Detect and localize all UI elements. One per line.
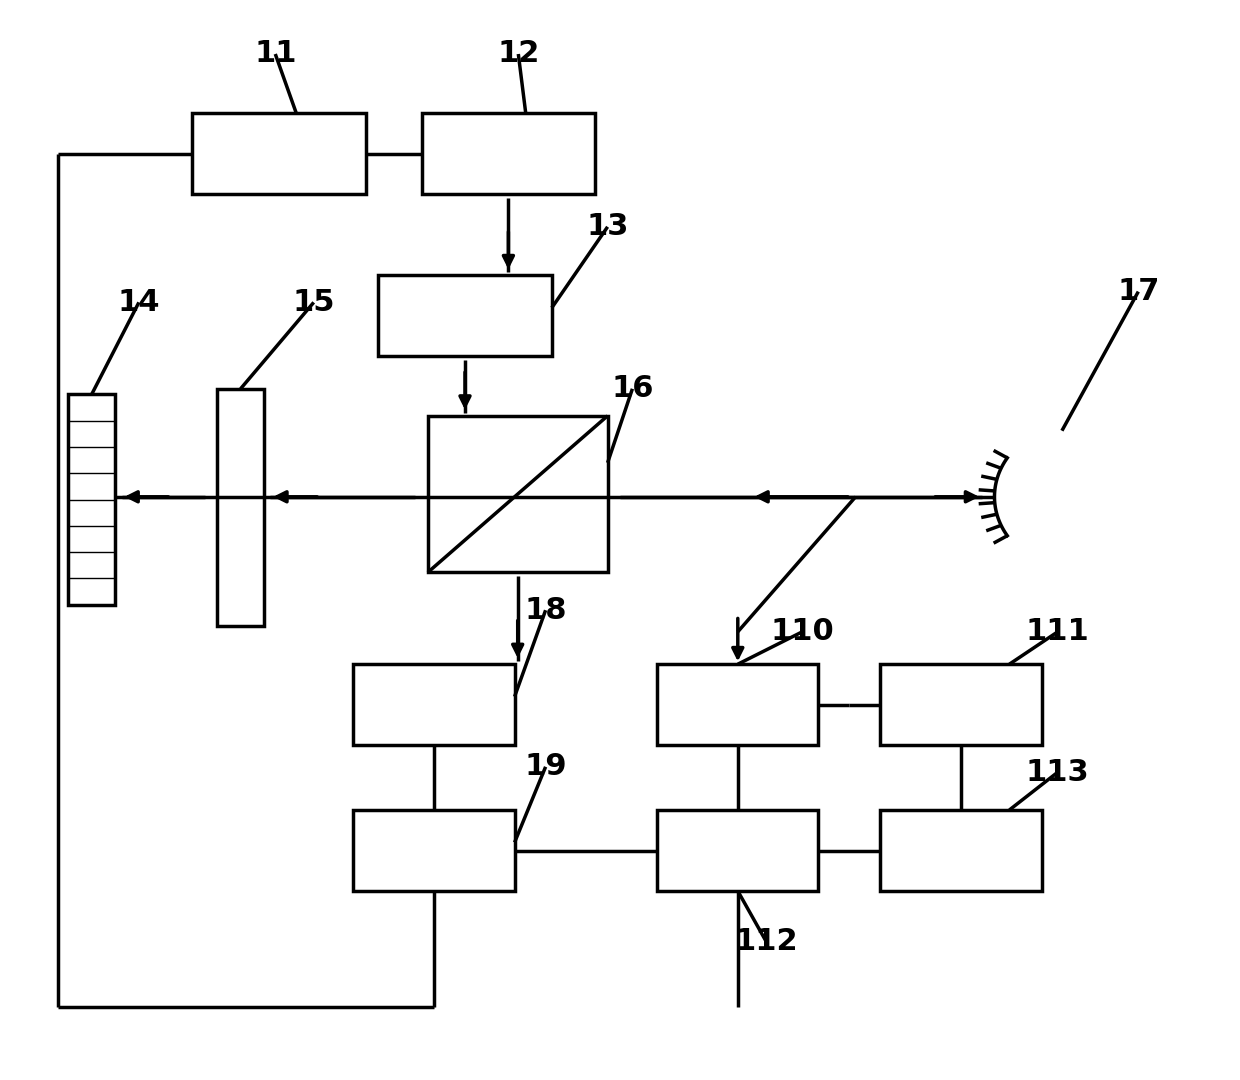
- Text: 110: 110: [770, 618, 835, 646]
- Bar: [422, 113, 595, 194]
- Text: 17: 17: [1117, 278, 1159, 306]
- Text: 12: 12: [497, 40, 539, 68]
- Text: 112: 112: [734, 928, 799, 956]
- Text: 13: 13: [587, 213, 629, 241]
- Text: 113: 113: [1025, 758, 1090, 786]
- Bar: [428, 416, 608, 572]
- Bar: [68, 394, 115, 605]
- Bar: [217, 389, 264, 626]
- Bar: [378, 275, 552, 356]
- Text: 15: 15: [293, 288, 335, 316]
- Bar: [657, 664, 818, 745]
- Text: 111: 111: [1025, 618, 1090, 646]
- Bar: [880, 810, 1042, 891]
- Text: 16: 16: [611, 375, 653, 403]
- Text: 14: 14: [118, 288, 160, 316]
- Text: 19: 19: [525, 753, 567, 781]
- Bar: [192, 113, 366, 194]
- Bar: [657, 810, 818, 891]
- Text: 11: 11: [254, 40, 296, 68]
- Text: 18: 18: [525, 596, 567, 624]
- Bar: [353, 810, 515, 891]
- Bar: [353, 664, 515, 745]
- Bar: [880, 664, 1042, 745]
